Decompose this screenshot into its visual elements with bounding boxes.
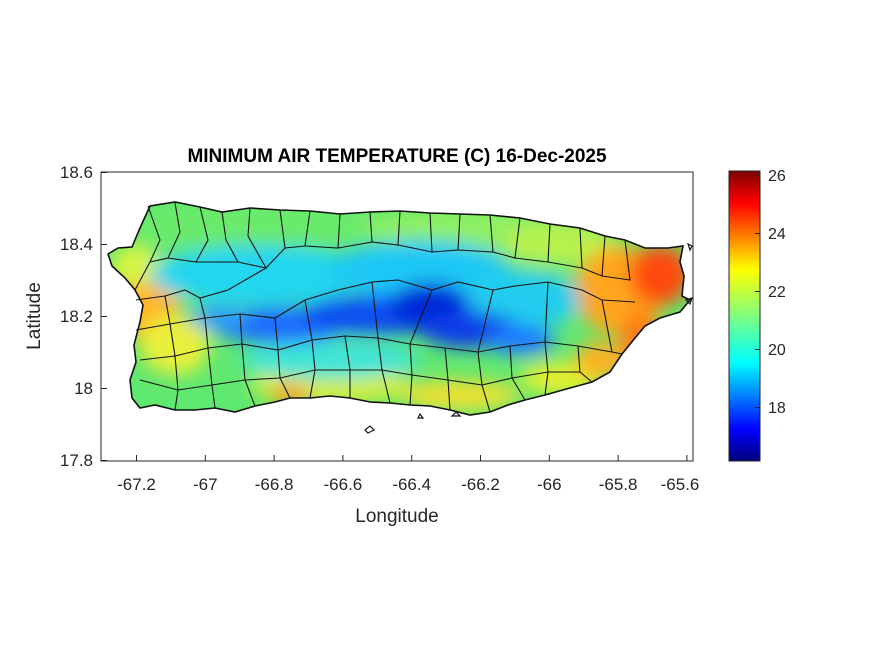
x-tick-label: -67.2 [117, 475, 156, 494]
y-axis-label: Latitude [24, 282, 45, 350]
y-tick-label: 17.8 [60, 451, 93, 470]
x-axis [136, 455, 688, 461]
colorbar-tick-label: 22 [768, 284, 786, 301]
x-tick-label: -66.6 [324, 475, 363, 494]
colorbar-tick-label: 20 [768, 342, 786, 359]
x-tick-label: -65.8 [599, 475, 638, 494]
y-tick-labels: 18.6 18.4 18.2 18 17.8 [60, 163, 93, 470]
x-tick-label: -66.2 [461, 475, 500, 494]
y-tick-label: 18.6 [60, 163, 93, 182]
colorbar-tick-label: 26 [768, 168, 786, 185]
colorbar-ticks [755, 175, 760, 408]
y-axis [101, 172, 107, 461]
x-tick-label: -66.8 [255, 475, 294, 494]
temperature-field [108, 202, 690, 415]
x-tick-labels: -67.2 -67 -66.8 -66.6 -66.4 -66.2 -66 -6… [117, 475, 699, 494]
x-tick-label: -67 [193, 475, 218, 494]
colorbar-tick-labels: 26 24 22 20 18 [768, 168, 786, 417]
x-tick-label: -66.4 [392, 475, 431, 494]
y-tick-label: 18.2 [60, 307, 93, 326]
municipality-boundaries [134, 202, 636, 413]
x-tick-label: -65.6 [661, 475, 700, 494]
offshore-keys [364, 242, 693, 434]
chart-title: MINIMUM AIR TEMPERATURE (C) 16-Dec-2025 [187, 146, 607, 167]
y-tick-label: 18 [74, 379, 93, 398]
x-axis-label: Longitude [355, 506, 438, 527]
colorbar-tick-label: 24 [768, 226, 786, 243]
colorbar [728, 170, 761, 462]
x-tick-label: -66 [537, 475, 562, 494]
y-tick-label: 18.4 [60, 235, 93, 254]
colorbar-tick-label: 18 [768, 400, 786, 417]
